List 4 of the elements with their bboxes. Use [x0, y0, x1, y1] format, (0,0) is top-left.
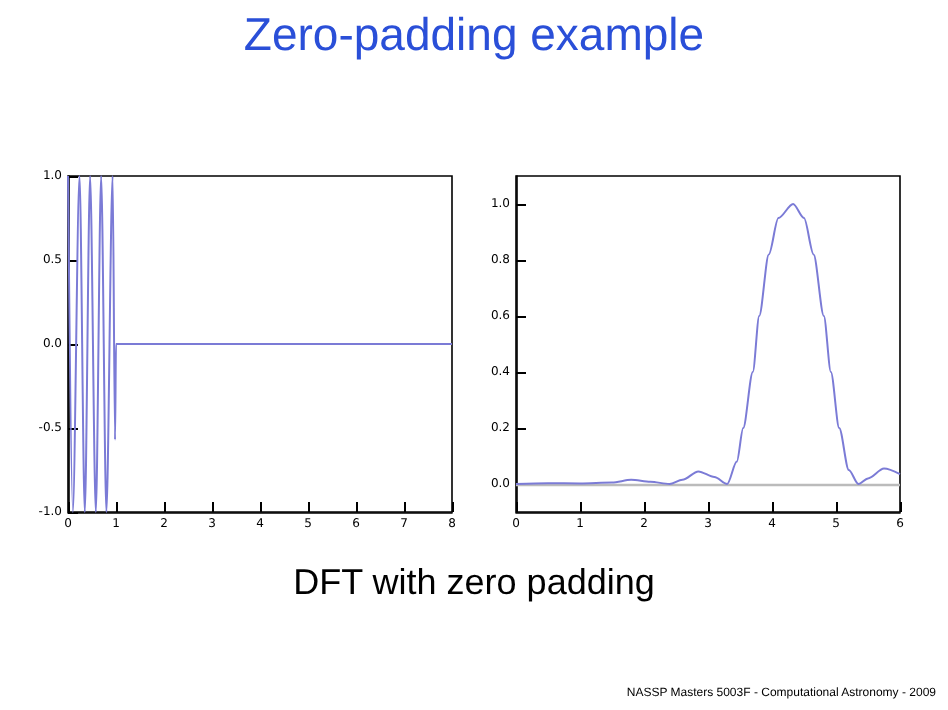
- text: DFT with zero padding: [291, 562, 657, 604]
- line-series: [515, 203, 901, 485]
- line-series: [67, 175, 453, 513]
- chart-title: Zero-padding example: [241, 8, 707, 62]
